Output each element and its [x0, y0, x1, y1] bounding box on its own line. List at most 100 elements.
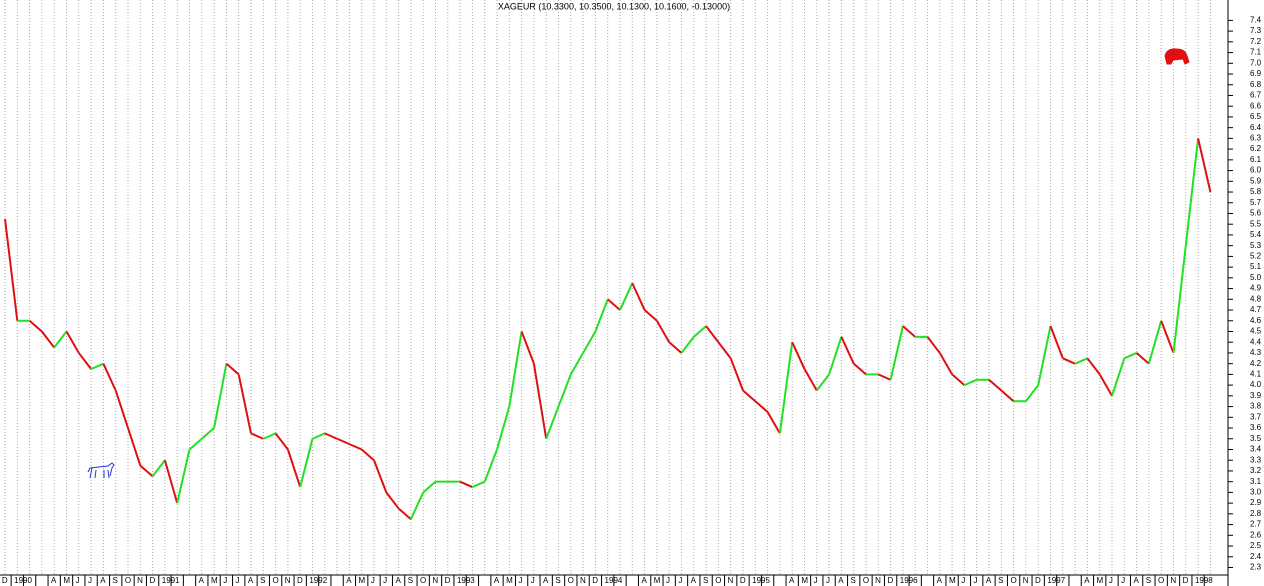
price-segment [102, 363, 117, 391]
bear-icon [1164, 48, 1190, 65]
x-tick-label: D [445, 576, 451, 585]
price-segment [803, 368, 818, 391]
x-tick-label: S [408, 576, 413, 585]
y-tick-label: 7.2 [1250, 37, 1262, 46]
price-segment [729, 357, 744, 391]
x-tick-label: D [1035, 576, 1041, 585]
x-tick-label: N [1023, 576, 1029, 585]
x-tick-label: M [211, 576, 218, 585]
x-tick-label: S [1146, 576, 1151, 585]
x-tick-label: D [740, 576, 746, 585]
y-tick-label: 5.7 [1250, 198, 1262, 207]
x-tick-label: J [518, 576, 522, 585]
y-tick-label: 7.3 [1250, 26, 1262, 35]
price-segment [816, 373, 830, 392]
y-tick-label: 5.8 [1250, 187, 1262, 196]
y-tick-label: 5.6 [1250, 209, 1262, 218]
price-segment [28, 320, 43, 333]
x-tick-label: S [998, 576, 1003, 585]
x-tick-label: J [666, 576, 670, 585]
y-tick-label: 6.8 [1250, 80, 1262, 89]
price-segment [422, 480, 437, 494]
x-tick-label: S [260, 576, 265, 585]
x-tick-label: N [432, 576, 438, 585]
y-tick-label: 2.6 [1250, 530, 1262, 539]
x-tick-label: J [1109, 576, 1113, 585]
y-tick-label: 3.4 [1250, 445, 1262, 454]
price-segment [1160, 320, 1175, 354]
price-segment [324, 432, 338, 440]
y-tick-label: 2.7 [1250, 520, 1262, 529]
price-segment [459, 480, 473, 488]
price-segment [1197, 138, 1212, 193]
x-tick-label: M [359, 576, 366, 585]
x-tick-label: J [383, 576, 387, 585]
price-segment [877, 373, 891, 381]
x-tick-label: A [1084, 576, 1090, 585]
price-segment [496, 406, 511, 450]
y-tick-label: 2.3 [1250, 563, 1262, 572]
x-tick-label: J [236, 576, 240, 585]
y-tick-label: 4.0 [1250, 380, 1262, 389]
y-tick-label: 7.1 [1250, 48, 1262, 57]
x-tick-label: A [543, 576, 549, 585]
price-segment [213, 363, 228, 429]
x-tick-label: J [678, 576, 682, 585]
price-segment [1184, 138, 1200, 246]
y-tick-label: 5.3 [1250, 241, 1262, 250]
x-tick-label: O [1010, 576, 1016, 585]
price-segment [545, 406, 560, 440]
x-tick-label: D [297, 576, 303, 585]
x-tick-label: A [691, 576, 697, 585]
price-segment [201, 427, 215, 440]
x-tick-label: A [346, 576, 352, 585]
x-tick-label: D [2, 576, 8, 585]
price-segment [1086, 357, 1101, 376]
price-segment [889, 325, 904, 380]
price-segment [78, 352, 92, 370]
price-segment [902, 325, 916, 338]
y-tick-label: 6.7 [1250, 91, 1262, 100]
y-tick-label: 6.2 [1250, 144, 1262, 153]
y-tick-label: 4.4 [1250, 337, 1262, 346]
y-tick-label: 3.2 [1250, 466, 1262, 475]
y-tick-label: 4.7 [1250, 305, 1262, 314]
price-segment [853, 362, 867, 376]
price-segment [385, 491, 400, 510]
price-segment [274, 432, 289, 451]
y-tick-label: 4.6 [1250, 316, 1262, 325]
price-segment [680, 336, 695, 354]
price-segment [668, 341, 683, 354]
price-segment [409, 491, 425, 520]
price-segment [188, 438, 203, 451]
price-segment [717, 341, 732, 359]
price-segment [286, 449, 302, 488]
price-segment [557, 374, 572, 407]
x-tick-label: A [838, 576, 844, 585]
x-tick-label: N [1170, 576, 1176, 585]
price-segment [127, 427, 142, 466]
x-tick-label: A [937, 576, 943, 585]
y-tick-label: 5.5 [1250, 219, 1262, 228]
price-segment [1025, 384, 1039, 402]
x-tick-label: A [51, 576, 57, 585]
x-tick-label: O [125, 576, 131, 585]
y-tick-label: 5.0 [1250, 273, 1262, 282]
y-tick-label: 6.4 [1250, 123, 1262, 132]
price-segment [840, 336, 855, 365]
y-tick-label: 3.8 [1250, 402, 1262, 411]
x-tick-label: J [88, 576, 92, 585]
y-tick-label: 4.3 [1250, 348, 1262, 357]
price-segment [1111, 357, 1126, 397]
x-tick-label: D [149, 576, 155, 585]
price-segment [951, 373, 966, 386]
x-tick-label: N [580, 576, 586, 585]
price-segment [643, 309, 658, 322]
x-tick-label: O [863, 576, 869, 585]
y-tick-label: 2.5 [1250, 541, 1262, 550]
y-tick-label: 4.2 [1250, 359, 1262, 368]
price-segment [114, 390, 129, 429]
y-tick-label: 7.4 [1250, 15, 1262, 24]
x-tick-label: A [789, 576, 795, 585]
